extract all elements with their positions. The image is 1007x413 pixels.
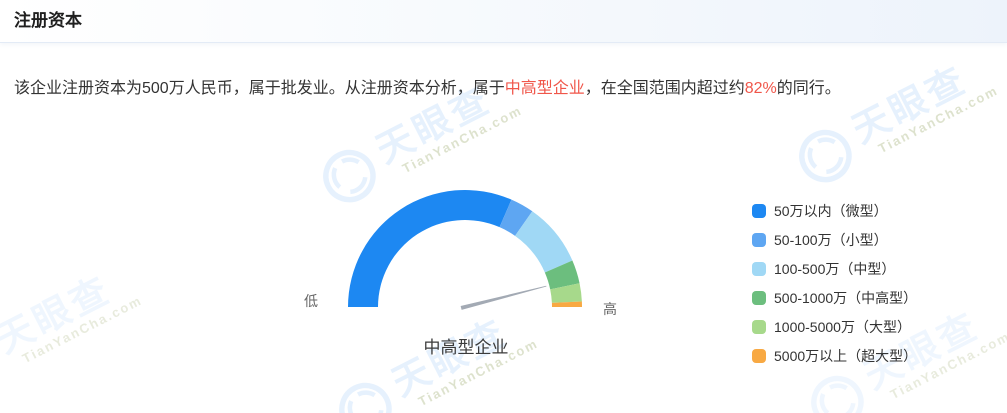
gauge-segment xyxy=(550,283,582,303)
legend-item[interactable]: 1000-5000万（大型） xyxy=(752,312,917,341)
legend-item[interactable]: 5000万以上（超大型） xyxy=(752,341,917,370)
watermark-subtext: TianYanCha.com xyxy=(19,292,145,367)
analysis-plain-text: 该企业注册资本为500万人民币，属于批发业。从注册资本分析，属于 xyxy=(14,80,505,97)
analysis-text: 该企业注册资本为500万人民币，属于批发业。从注册资本分析，属于中高型企业，在全… xyxy=(14,77,994,101)
gauge-segment xyxy=(348,189,512,307)
legend-label: 100-500万（中型） xyxy=(774,260,896,277)
legend-label: 500-1000万（中高型） xyxy=(774,289,918,306)
tianyancha-logo-icon xyxy=(326,370,404,413)
gauge-value-label: 中高型企业 xyxy=(423,338,509,357)
gauge-segment xyxy=(551,301,582,307)
legend-label: 50-100万（小型） xyxy=(774,231,888,248)
section-header: 注册资本 xyxy=(0,0,1007,43)
gauge-high-label: 高 xyxy=(603,301,617,317)
section-title: 注册资本 xyxy=(14,11,82,30)
legend-swatch-icon xyxy=(752,319,766,334)
legend-swatch-icon xyxy=(752,261,766,276)
legend-label: 1000-5000万（大型） xyxy=(774,318,911,335)
watermark: 天眼查 TianYanCha.com xyxy=(0,257,146,405)
analysis-highlight-text: 82% xyxy=(744,80,777,97)
legend-swatch-icon xyxy=(752,348,766,363)
gauge-low-label: 低 xyxy=(304,293,318,309)
gauge-segment xyxy=(499,199,533,236)
gauge-segment xyxy=(515,211,573,273)
analysis-plain-text: 的同行。 xyxy=(776,80,841,97)
gauge-segment xyxy=(544,260,580,290)
legend-item[interactable]: 500-1000万（中高型） xyxy=(752,283,917,312)
legend-swatch-icon xyxy=(752,203,766,218)
tianyancha-logo-icon xyxy=(0,327,8,405)
watermark: 天眼查 TianYanCha.com xyxy=(786,47,1002,195)
legend-item[interactable]: 50-100万（小型） xyxy=(752,225,917,254)
gauge-needle xyxy=(460,285,547,310)
tianyancha-logo-icon xyxy=(786,117,864,195)
gauge-chart xyxy=(348,189,582,310)
legend-item[interactable]: 100-500万（中型） xyxy=(752,254,917,283)
tianyancha-logo-icon xyxy=(798,363,876,413)
legend-swatch-icon xyxy=(752,290,766,305)
legend-label: 50万以内（微型） xyxy=(774,202,888,219)
legend-item[interactable]: 50万以内（微型） xyxy=(752,196,917,225)
analysis-plain-text: ，在全国范围内超过约 xyxy=(584,80,745,97)
watermark-text: 天眼查 xyxy=(0,268,118,361)
legend-label: 5000万以上（超大型） xyxy=(774,347,918,364)
legend-swatch-icon xyxy=(752,232,766,247)
legend: 50万以内（微型） 50-100万（小型） 100-500万（中型） 500-1000… xyxy=(752,196,917,370)
analysis-highlight-text: 中高型企业 xyxy=(504,80,585,97)
